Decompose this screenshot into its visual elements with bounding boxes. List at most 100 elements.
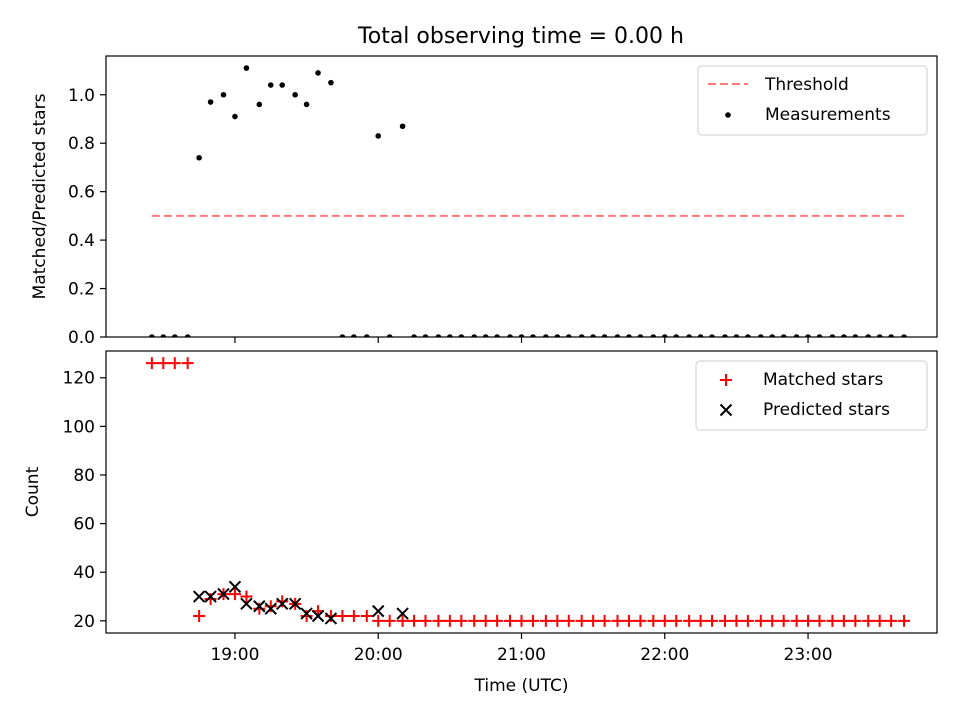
matched-star-point — [898, 614, 911, 627]
legend-label: Predicted stars — [763, 400, 890, 420]
matched-star-point — [802, 614, 815, 627]
matched-star-point — [730, 614, 743, 627]
matched-star-point — [396, 614, 409, 627]
measurement-point — [292, 91, 298, 98]
matched-star-point — [611, 614, 624, 627]
matched-star-point — [706, 614, 719, 627]
measurement-point — [243, 65, 250, 71]
predicted-star-point — [276, 597, 289, 611]
matched-star-point — [253, 602, 266, 615]
matched-star-point — [360, 609, 373, 622]
matched-star-point — [694, 614, 707, 627]
measurement-point — [386, 334, 393, 337]
bottom-panel: 20 40 60 80 100 120 19:00 20:00 21:00 22:00 23:00 C… — [23, 350, 938, 696]
measurement-point — [530, 334, 536, 337]
y-tick-label: 0.4 — [68, 231, 95, 251]
matched-star-point — [455, 614, 468, 627]
predicted-star-point — [228, 580, 242, 594]
matched-star-point — [683, 614, 696, 627]
x-tick-label: 19:00 — [210, 645, 259, 665]
matched-star-point — [562, 614, 575, 627]
measurement-point — [507, 334, 513, 337]
measurement-point — [697, 334, 704, 337]
matched-star-point — [157, 357, 170, 370]
matched-star-point — [849, 614, 862, 627]
matched-star-point — [766, 614, 779, 627]
measurement-point — [888, 334, 894, 337]
predicted-star-point — [324, 612, 338, 625]
predicted-star-point — [372, 604, 385, 618]
measurement-point — [435, 334, 442, 337]
matched-star-point — [383, 614, 396, 627]
matched-star-point — [790, 614, 803, 627]
predicted-star-point — [311, 609, 325, 623]
y-tick-label: 0.0 — [68, 328, 95, 348]
legend — [697, 65, 928, 136]
top-panel: 0.0 0.2 0.4 0.6 0.8 1.0 Matched/Predicted star… — [30, 55, 938, 348]
matched-star-point — [658, 614, 671, 627]
matched-star-point — [622, 614, 635, 627]
measurement-point — [196, 154, 202, 161]
matched-star-point — [539, 614, 552, 627]
measurement-point — [793, 334, 800, 337]
measurement-point — [816, 334, 823, 337]
measurement-point — [375, 133, 382, 139]
matched-star-point — [718, 614, 731, 627]
matched-star-point — [587, 614, 600, 627]
measurement-point — [661, 334, 668, 337]
matched-star-point — [741, 614, 754, 627]
matched-star-point — [324, 609, 337, 622]
measurement-point — [601, 334, 608, 337]
matched-star-point — [777, 614, 790, 627]
matched-star-point — [228, 588, 241, 601]
measurement-point — [303, 101, 310, 108]
matched-star-point — [240, 590, 253, 603]
legend-label: Matched stars — [763, 370, 883, 390]
y-tick-label: 80 — [73, 466, 95, 486]
measurement-point — [447, 334, 453, 337]
measurement-point — [256, 101, 263, 108]
y-tick-label: 0.2 — [68, 280, 95, 300]
measurement-point — [363, 334, 370, 337]
chart-title: Total observing time = 0.00 h — [357, 24, 684, 49]
matched-star-point — [526, 614, 539, 627]
legend-measurement-swatch — [725, 112, 731, 118]
legend — [695, 360, 928, 431]
x-tick-label: 22:00 — [640, 645, 689, 665]
predicted-star-point — [264, 602, 277, 615]
measurement-point — [626, 334, 632, 337]
predicted-star-point — [204, 590, 217, 603]
measurement-point — [482, 334, 489, 337]
measurement-point — [829, 334, 836, 337]
matched-star-point — [479, 614, 492, 627]
matched-star-point — [300, 609, 313, 622]
legend-label: Threshold — [764, 75, 849, 95]
y-tick-label: 0.8 — [68, 134, 95, 154]
matched-star-point — [432, 614, 445, 627]
matched-star-point — [754, 614, 767, 627]
measurement-point — [650, 334, 657, 337]
matched-star-point — [504, 614, 517, 627]
measurement-point — [422, 334, 429, 337]
measurement-point — [279, 82, 286, 88]
measurement-point — [769, 334, 776, 337]
measurement-point — [267, 82, 274, 88]
y-tick-label: 100 — [63, 417, 95, 437]
matched-star-point — [347, 609, 360, 622]
y-axis-label: Count — [23, 466, 43, 517]
measurement-point — [578, 334, 585, 337]
y-tick-label: 20 — [73, 612, 95, 632]
measurement-point — [565, 334, 572, 337]
measurement-point — [614, 334, 621, 337]
matched-star-point — [575, 614, 588, 627]
measurement-point — [171, 334, 178, 337]
predicted-star-point — [396, 607, 409, 620]
matched-star-point — [598, 614, 611, 627]
measurement-point — [876, 334, 883, 337]
measurement-point — [780, 334, 787, 337]
measurement-point — [160, 334, 167, 337]
measurement-point — [805, 334, 811, 337]
matched-star-point — [634, 614, 647, 627]
y-tick-label: 60 — [73, 515, 95, 535]
marks — [149, 65, 907, 337]
